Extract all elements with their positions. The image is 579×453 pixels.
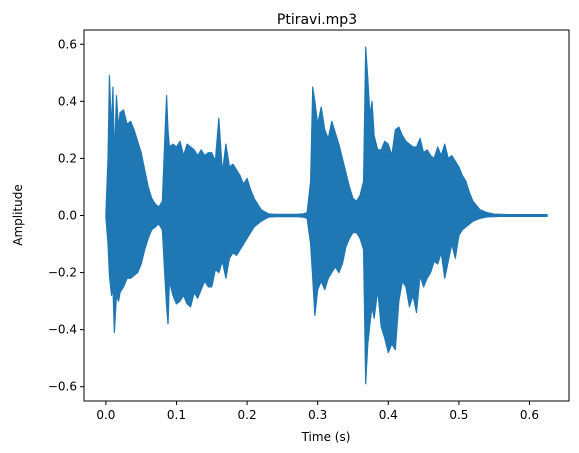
x-tick-label: 0.2 bbox=[238, 408, 257, 422]
x-tick-label: 0.1 bbox=[167, 408, 186, 422]
y-tick-label: 0.2 bbox=[58, 151, 77, 165]
x-tick-label: 0.6 bbox=[520, 408, 539, 422]
x-axis-label: Time (s) bbox=[301, 430, 351, 444]
y-tick-label: 0.0 bbox=[58, 209, 77, 223]
y-tick-label: 0.6 bbox=[58, 37, 77, 51]
plot-area bbox=[105, 46, 548, 385]
x-tick-label: 0.4 bbox=[379, 408, 398, 422]
x-tick-label: 0.5 bbox=[449, 408, 468, 422]
y-tick-label: 0.4 bbox=[58, 94, 77, 108]
x-axis-ticks: 0.0 0.1 0.2 0.3 0.4 0.5 0.6 bbox=[96, 401, 539, 422]
x-tick-label: 0.0 bbox=[96, 408, 115, 422]
y-tick-label: −0.6 bbox=[48, 380, 77, 394]
y-tick-label: −0.4 bbox=[48, 323, 77, 337]
y-tick-label: −0.2 bbox=[48, 266, 77, 280]
y-axis-ticks: −0.6 −0.4 −0.2 0.0 0.2 0.4 0.6 bbox=[48, 37, 84, 394]
y-axis-label: Amplitude bbox=[11, 184, 25, 246]
x-tick-label: 0.3 bbox=[308, 408, 327, 422]
chart-title: Ptiravi.mp3 bbox=[277, 12, 357, 28]
